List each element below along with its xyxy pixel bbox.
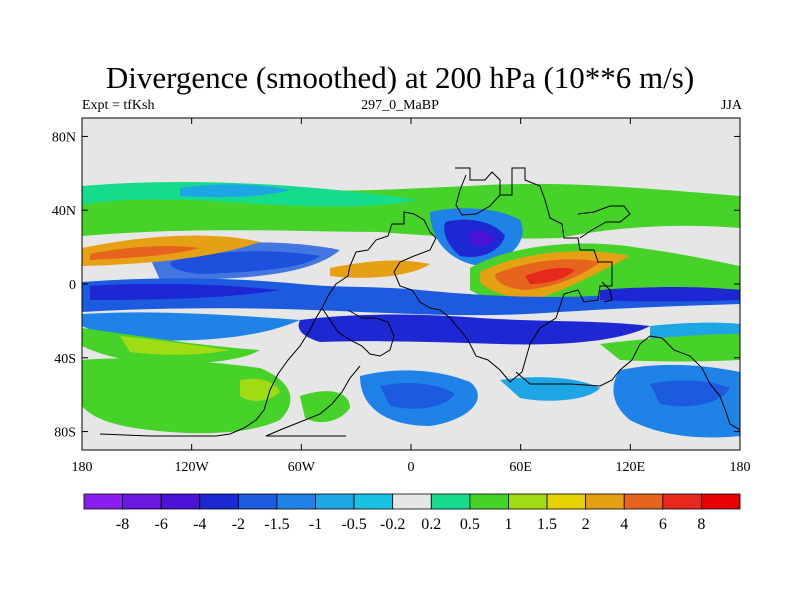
- colorbar-label: -6: [155, 516, 168, 533]
- colorbar-label: 6: [659, 516, 667, 533]
- colorbar-swatch: [276, 493, 316, 510]
- colorbar-label: 1.5: [537, 516, 557, 533]
- colorbar-swatch: [546, 493, 587, 510]
- colorbar-swatch: [353, 493, 394, 510]
- case-label: 297_0_MaBP: [361, 98, 439, 113]
- lon-tick-label: 120W: [175, 460, 210, 475]
- lon-tick-label: 120E: [616, 460, 646, 475]
- colorbar-swatch: [662, 493, 702, 510]
- colorbar-label: -8: [116, 516, 129, 533]
- lon-tick-label: 180: [730, 460, 751, 475]
- colorbar-swatch: [623, 493, 664, 510]
- colorbar-label: -1.5: [264, 516, 289, 533]
- colorbar-swatch: [315, 493, 355, 510]
- lon-tick-label: 60E: [509, 460, 532, 475]
- colorbar-label: 4: [620, 516, 628, 533]
- colorbar-swatch: [469, 493, 509, 510]
- lat-tick-label: 40N: [52, 204, 76, 219]
- colorbar-label: 8: [697, 516, 705, 533]
- colorbar-swatch: [83, 493, 123, 510]
- colorbar-swatch: [392, 493, 432, 510]
- colorbar-label: -0.2: [380, 516, 405, 533]
- lat-tick-label: 40S: [54, 352, 76, 367]
- longitude-axis: 180 120W 60W 0 60E 120E 180: [72, 118, 751, 475]
- colorbar-swatch: [237, 493, 278, 510]
- lat-tick-label: 80S: [54, 426, 76, 441]
- lon-tick-label: 180: [72, 460, 93, 475]
- experiment-label: Expt = tfKsh: [82, 98, 155, 113]
- colorbar-swatch: [585, 493, 625, 510]
- colorbar-swatch: [508, 493, 548, 510]
- colorbar-swatch: [701, 493, 741, 510]
- lat-tick-label: 80N: [52, 130, 76, 145]
- latitude-axis: 80N 40N 0 40S 80S: [52, 130, 740, 441]
- colorbar-label: -2: [232, 516, 245, 533]
- map-title: Divergence (smoothed) at 200 hPa (10**6 …: [105, 60, 695, 95]
- colorbar-swatch: [430, 493, 471, 510]
- season-label: JJA: [720, 98, 742, 113]
- colorbar-label: 2: [582, 516, 590, 533]
- colorbar-swatch: [122, 493, 162, 510]
- colorbar-label: 1: [504, 516, 512, 533]
- colorbar-label: -4: [193, 516, 206, 533]
- colorbar-label: -1: [309, 516, 322, 533]
- lat-tick-label: 0: [69, 278, 76, 293]
- map-area: [82, 118, 740, 450]
- colorbar: -8 -6 -4 -2 -1.5 -1 -0.5 -0.2 0.2 0.5 1 1.5 2 4 6 8: [83, 493, 741, 533]
- continent-outlines: [99, 167, 740, 437]
- colorbar-swatch: [199, 493, 239, 510]
- lon-tick-label: 60W: [288, 460, 316, 475]
- lon-tick-label: 0: [408, 460, 415, 475]
- contour-fills: [82, 181, 740, 450]
- colorbar-label: 0.2: [421, 516, 441, 533]
- colorbar-label: 0.5: [460, 516, 480, 533]
- colorbar-label: -0.5: [341, 516, 366, 533]
- colorbar-swatch: [160, 493, 201, 510]
